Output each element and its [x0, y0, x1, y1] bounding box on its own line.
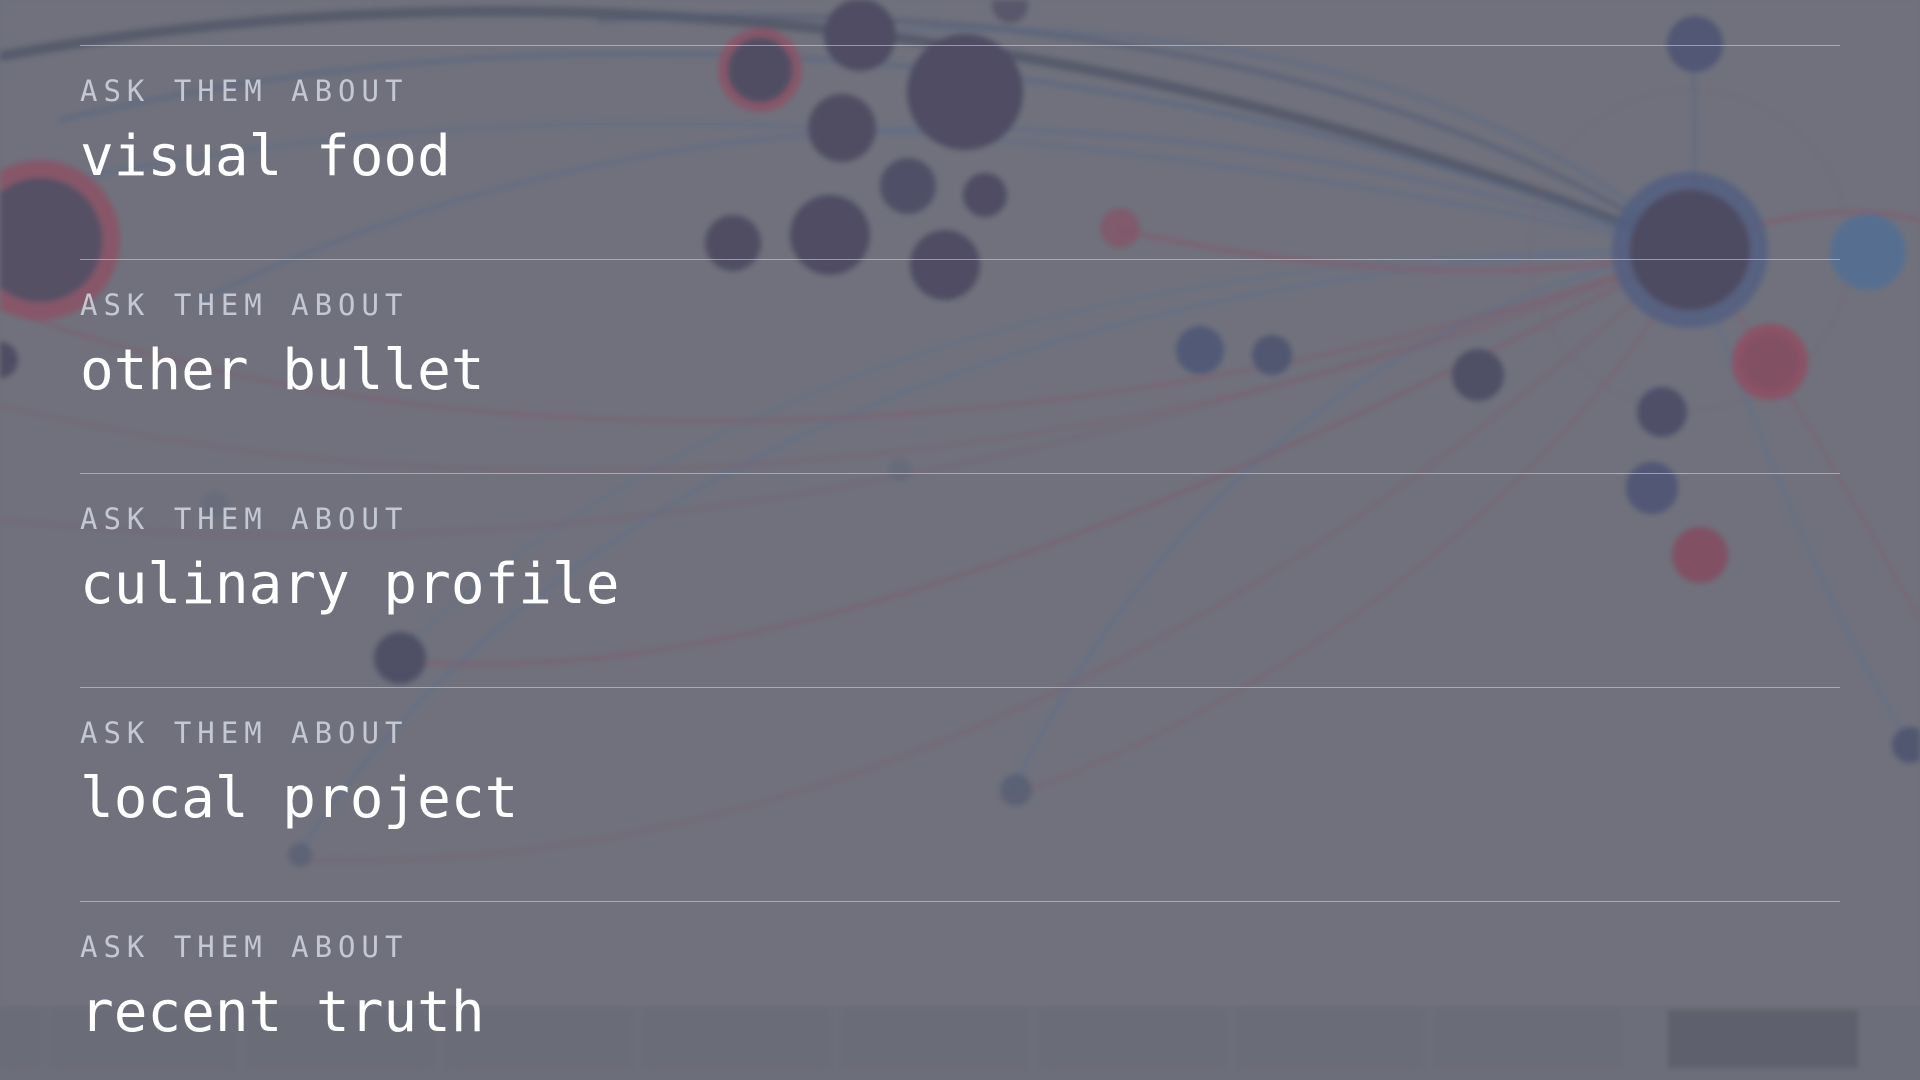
prompt-kicker: ASK THEM ABOUT [80, 502, 409, 536]
prompt-topic: visual food [80, 124, 451, 189]
prompt-topic: other bullet [80, 338, 485, 403]
prompt-topic: culinary profile [80, 552, 620, 617]
prompt-item[interactable]: ASK THEM ABOUT other bullet [80, 259, 1840, 473]
prompt-topic: recent truth [80, 980, 485, 1045]
prompt-item[interactable]: ASK THEM ABOUT visual food [80, 45, 1840, 259]
prompt-kicker: ASK THEM ABOUT [80, 74, 409, 108]
prompt-kicker: ASK THEM ABOUT [80, 716, 409, 750]
prompt-item[interactable]: ASK THEM ABOUT recent truth [80, 901, 1840, 1080]
prompt-item[interactable]: ASK THEM ABOUT culinary profile [80, 473, 1840, 687]
ask-them-about-list: ASK THEM ABOUT visual food ASK THEM ABOU… [80, 45, 1840, 1080]
prompt-item[interactable]: ASK THEM ABOUT local project [80, 687, 1840, 901]
prompt-kicker: ASK THEM ABOUT [80, 288, 409, 322]
prompt-topic: local project [80, 766, 519, 831]
prompt-kicker: ASK THEM ABOUT [80, 930, 409, 964]
